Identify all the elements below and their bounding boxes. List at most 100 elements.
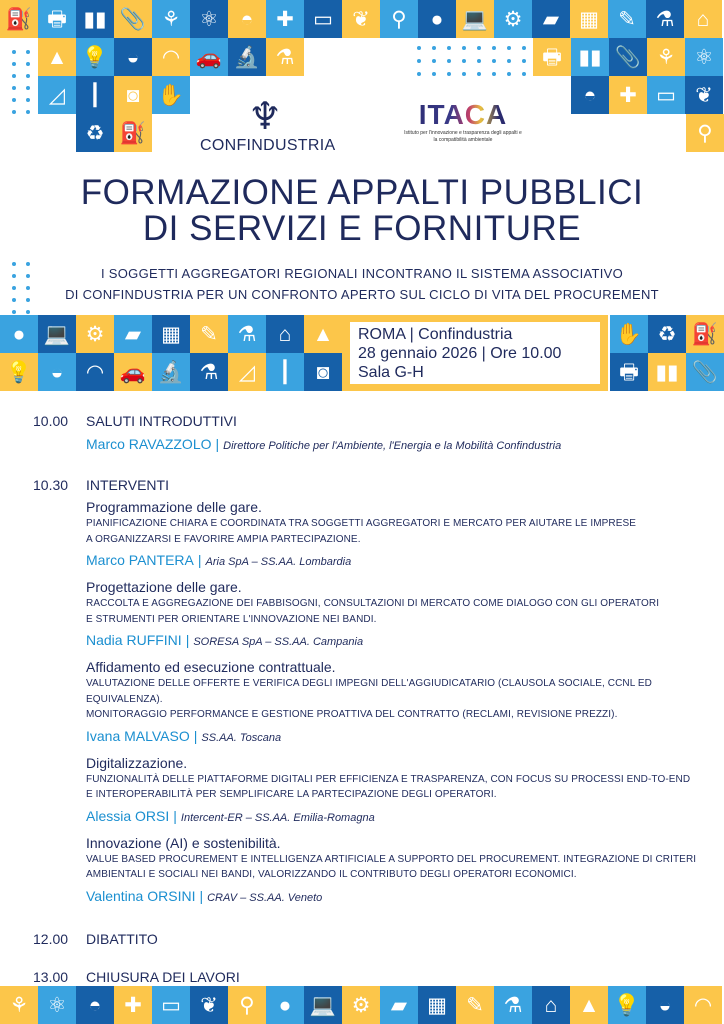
agenda-time: 10.30 (33, 477, 69, 493)
set-square-icon: ◿ (228, 353, 266, 391)
agenda-title: INTERVENTI (86, 477, 169, 493)
agenda: 10.00 SALUTI INTRODUTTIVI Marco RAVAZZOLO |… (33, 412, 713, 1006)
topic-description: MONITORAGGIO PERFORMANCE E GESTIONE PROA… (86, 709, 618, 720)
bricks-icon: ▦ (570, 0, 608, 38)
toothbrush-icon: ┃ (266, 353, 304, 391)
logo-text: CONFINDUSTRIA (200, 137, 336, 154)
agenda-title: DIBATTITO (86, 930, 158, 947)
paperclip-icon: 📎 (114, 0, 152, 38)
agenda-time: 10.00 (33, 413, 69, 429)
cloche-icon: ◓ (76, 986, 114, 1024)
logo-subtext: Istituto per l'innovazione e trasparenza… (404, 130, 522, 143)
binders-icon: ▮▮ (76, 0, 114, 38)
atom-icon: ⚛ (190, 0, 228, 38)
agenda-item: 10.00 SALUTI INTRODUTTIVI Marco RAVAZZOLO |… (33, 412, 713, 460)
topic: Programmazione delle gare. PIANIFICAZIONE… (86, 498, 713, 572)
car-icon: 🚗 (114, 353, 152, 391)
speaker-role: SORESA SpA – SS.AA. Campania (193, 636, 364, 648)
gear-icon: ⚙ (76, 315, 114, 353)
light-bulb-icon: 💡 (76, 38, 114, 76)
usb-drive-icon: ▰ (380, 986, 418, 1024)
topic-title: Affidamento ed esecuzione contrattuale. (86, 659, 336, 675)
topic-description: VALUTAZIONE DELLE OFFERTE E VERIFICA DEG… (86, 678, 652, 705)
house-icon: ⌂ (532, 986, 570, 1024)
topic-description: RACCOLTA E AGGREGAZIONE DEI FABBISOGNI, … (86, 598, 660, 609)
atom-icon: ⚛ (38, 986, 76, 1024)
topic-description: FUNZIONALITÀ DELLE PIATTAFORME DIGITALI … (86, 773, 691, 785)
agenda-time: 12.00 (33, 930, 69, 947)
traffic-cone-icon: ▲ (570, 986, 608, 1024)
lab-coat-icon: ⚲ (228, 986, 266, 1024)
topic-description: E STRUMENTI PER ORIENTARE L'INNOVAZIONE … (86, 613, 377, 625)
house-icon: ⌂ (266, 315, 304, 353)
event-room: Sala G-H (358, 364, 424, 381)
apple-icon: ● (0, 315, 38, 353)
speaker-role: Direttore Politiche per l'Ambiente, l'En… (223, 440, 562, 452)
microscope-icon: 🔬 (152, 353, 190, 391)
separator: | (197, 552, 202, 568)
laptop-icon: 💻 (38, 315, 76, 353)
cabinet-icon: ▭ (152, 986, 190, 1024)
round-flask-icon: ⚗ (266, 38, 304, 76)
itaca-logo: ITACA Istituto per l'innovazione e trasp… (403, 100, 523, 144)
topic: Innovazione (AI) e sostenibilità. VALUE B… (86, 834, 713, 908)
cabinet-icon: ▭ (647, 76, 685, 114)
agenda-content: INTERVENTI Programmazione delle gare. PIAN… (86, 476, 713, 914)
speaker-role: Aria SpA – SS.AA. Lombardia (205, 556, 352, 568)
speaker: Marco PANTERA | Aria SpA – SS.AA. Lombardi… (86, 550, 713, 572)
topic-description: E INTEROPERABILITÀ PER SEMPLIFICARE LA P… (86, 789, 497, 800)
bricks-icon: ▦ (152, 315, 190, 353)
leaves-icon: ❦ (342, 0, 380, 38)
event-location: ROMA | Confindustria (358, 326, 513, 343)
binders-icon: ▮▮ (648, 353, 686, 391)
light-bulb-icon: 💡 (608, 986, 646, 1024)
gear-icon: ⚙ (342, 986, 380, 1024)
jerrycan-icon: ⛽ (0, 0, 38, 38)
speaker-name: Alessia ORSI (86, 807, 170, 824)
speaker-name: Valentina ORSINI (86, 887, 196, 904)
confindustria-logo: ♆ CONFINDUSTRIA (200, 94, 336, 155)
paperclip-icon: 📎 (609, 38, 647, 76)
tulip-icon: ⚘ (647, 38, 685, 76)
agenda-title: SALUTI INTRODUTTIVI (86, 413, 237, 429)
agenda-time: 13.00 (33, 968, 69, 985)
agenda-item: 12.00 DIBATTITO (33, 930, 713, 952)
title-line: DI SERVIZI E FORNITURE (142, 209, 582, 248)
jerrycan-icon: ⛽ (114, 114, 152, 152)
speaker: Marco RAVAZZOLO | Direttore Politiche per … (86, 434, 713, 456)
leaves-icon: ❦ (685, 76, 723, 114)
speaker: Valentina ORSINI | CRAV – SS.AA. Veneto (86, 886, 713, 908)
burger-icon: ◒ (38, 353, 76, 391)
hard-hat-icon: ◠ (76, 353, 114, 391)
burger-icon: ◒ (114, 38, 152, 76)
flask-icon: ⚗ (228, 315, 266, 353)
tulip-icon: ⚘ (0, 986, 38, 1024)
cloche-icon: ◓ (571, 76, 609, 114)
first-aid-kit-icon: ✚ (114, 986, 152, 1024)
speaker-name: Nadia RUFFINI (86, 632, 182, 648)
event-info-box: ROMA | Confindustria 28 gennaio 2026 | O… (342, 315, 608, 391)
topic-description: PIANIFICAZIONE CHIARA E COORDINATA TRA S… (86, 518, 637, 529)
light-bulb-icon: 💡 (0, 353, 38, 391)
leaves-icon: ❦ (190, 986, 228, 1024)
lab-coat-icon: ⚲ (686, 114, 724, 152)
speaker-role: Intercent-ER – SS.AA. Emilia-Romagna (180, 811, 375, 824)
apple-icon: ● (266, 986, 304, 1024)
printer-icon: 🖶 (38, 0, 76, 38)
binders-icon: ▮▮ (571, 38, 609, 76)
traffic-cone-icon: ▲ (38, 38, 76, 76)
agenda-item: 13.00 CHIUSURA DEI LAVORI (33, 968, 713, 990)
car-icon: 🚗 (190, 38, 228, 76)
set-square-icon: ◿ (38, 76, 76, 114)
laptop-icon: 💻 (304, 986, 342, 1024)
microscope-icon: 🔬 (228, 38, 266, 76)
subtitle: I SOGGETTI AGGREGATORI REGIONALI INCONTR… (0, 263, 724, 305)
traffic-cone-icon: ▲ (304, 315, 342, 353)
cloche-icon: ◓ (228, 0, 266, 38)
speaker-name: Marco PANTERA (86, 552, 194, 568)
agenda-content: CHIUSURA DEI LAVORI (86, 968, 713, 990)
eagle-icon: ♆ (247, 94, 283, 138)
speaker: Alessia ORSI | Intercent-ER – SS.AA. Emili… (86, 806, 713, 828)
gloves-icon: ✋ (610, 315, 648, 353)
jerrycan-icon: ⛽ (686, 315, 724, 353)
